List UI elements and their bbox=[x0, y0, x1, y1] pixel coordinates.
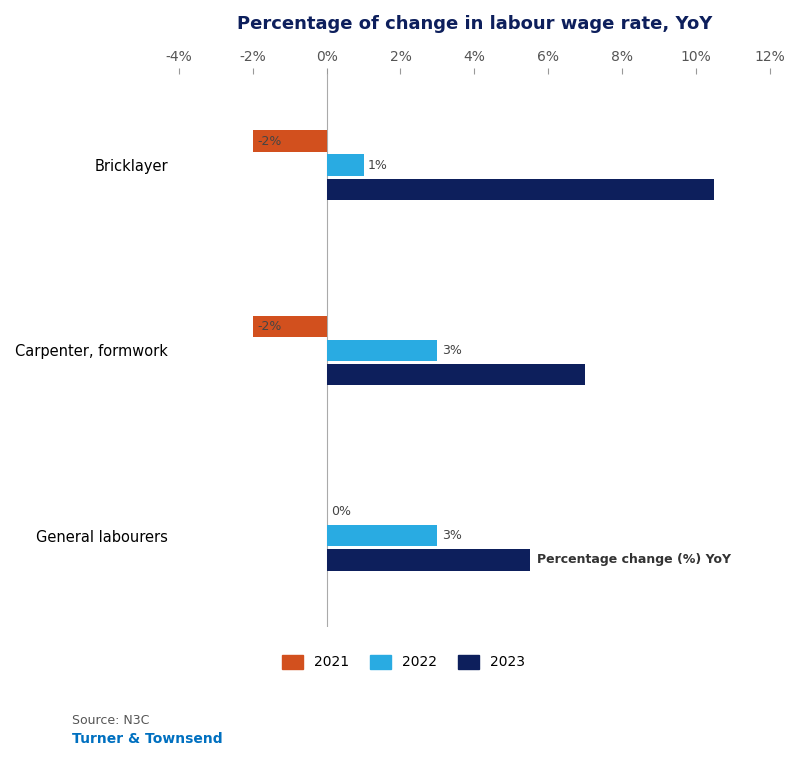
Text: Percentage change (%) YoY: Percentage change (%) YoY bbox=[537, 553, 731, 566]
Text: Turner & Townsend: Turner & Townsend bbox=[72, 732, 222, 746]
Text: -2%: -2% bbox=[258, 320, 282, 333]
Legend: 2021, 2022, 2023: 2021, 2022, 2023 bbox=[277, 649, 530, 675]
Text: 3%: 3% bbox=[442, 530, 462, 543]
Bar bbox=[253, 316, 326, 337]
Text: Source: N3C: Source: N3C bbox=[72, 714, 150, 727]
Text: 3%: 3% bbox=[442, 344, 462, 357]
Text: 0%: 0% bbox=[331, 505, 351, 518]
Bar bbox=[326, 525, 438, 546]
Bar bbox=[326, 178, 714, 200]
Bar bbox=[253, 130, 326, 152]
Bar bbox=[326, 155, 363, 175]
Bar bbox=[326, 364, 585, 385]
Text: -2%: -2% bbox=[258, 135, 282, 148]
Text: 1%: 1% bbox=[368, 158, 388, 171]
Bar bbox=[326, 340, 438, 361]
Bar bbox=[326, 549, 530, 571]
Title: Percentage of change in labour wage rate, YoY: Percentage of change in labour wage rate… bbox=[237, 15, 712, 33]
